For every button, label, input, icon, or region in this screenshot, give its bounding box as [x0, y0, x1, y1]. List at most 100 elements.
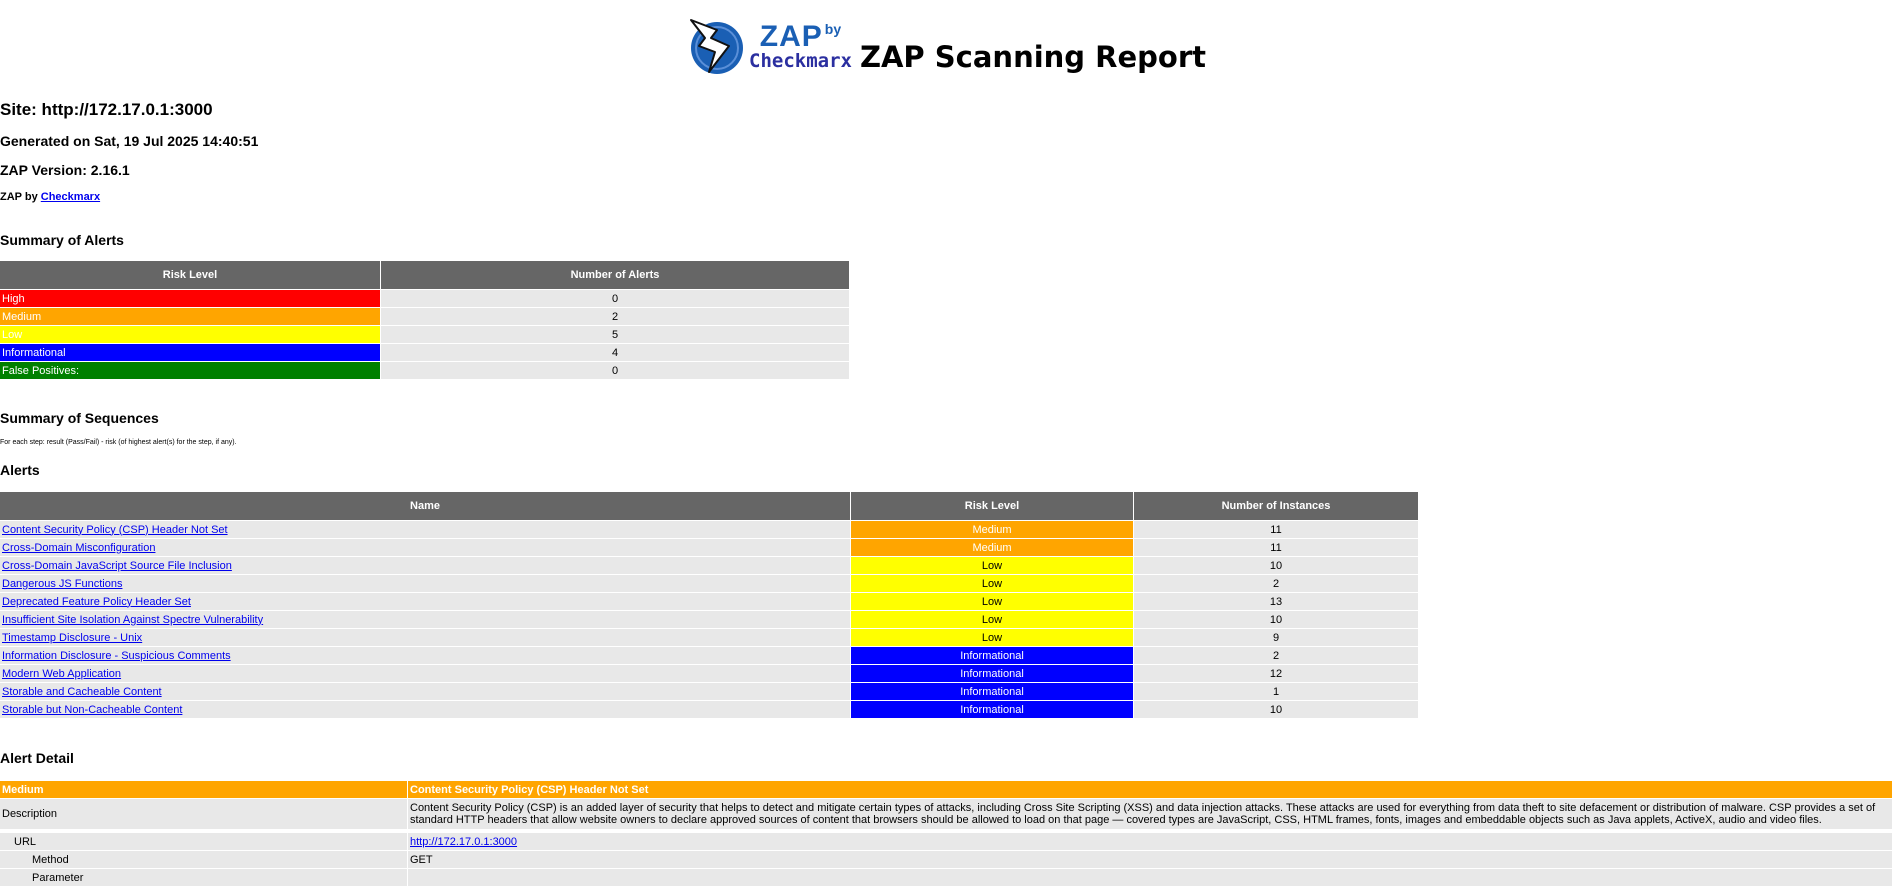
alert-detail-table: Medium Content Security Policy (CSP) Hea… — [0, 780, 1893, 886]
description-label: Description — [0, 798, 408, 829]
alert-risk-cell: Medium — [851, 520, 1134, 538]
alert-row: Modern Web Application Informational 12 — [0, 664, 1419, 682]
alert-row: Storable and Cacheable Content Informati… — [0, 682, 1419, 700]
alert-row: Storable but Non-Cacheable Content Infor… — [0, 700, 1419, 718]
logo-zap-text: ZAP — [760, 20, 823, 53]
page-title: ZAP Scanning Report — [860, 40, 1206, 74]
detail-header-row: Medium Content Security Policy (CSP) Hea… — [0, 780, 1893, 798]
alert-count-cell: 0 — [381, 289, 850, 307]
summary-row-false-positives: False Positives: 0 — [0, 361, 850, 379]
alert-risk-cell: Informational — [851, 646, 1134, 664]
description-text: Content Security Policy (CSP) is an adde… — [408, 798, 1893, 829]
zap-lightning-icon — [687, 16, 745, 76]
alert-link[interactable]: Storable but Non-Cacheable Content — [2, 704, 182, 716]
alerts-table: Name Risk Level Number of Instances Cont… — [0, 492, 1419, 718]
alert-count-cell: 4 — [381, 343, 850, 361]
alert-instances-cell: 11 — [1134, 520, 1419, 538]
alert-name-cell: Timestamp Disclosure - Unix — [0, 628, 851, 646]
alert-row: Insufficient Site Isolation Against Spec… — [0, 610, 1419, 628]
alert-name-cell: Content Security Policy (CSP) Header Not… — [0, 520, 851, 538]
alert-instances-cell: 2 — [1134, 646, 1419, 664]
alert-link[interactable]: Cross-Domain Misconfiguration — [2, 542, 155, 554]
alert-count-cell: 5 — [381, 325, 850, 343]
url-link[interactable]: http://172.17.0.1:3000 — [410, 836, 517, 848]
alert-name-cell: Insufficient Site Isolation Against Spec… — [0, 610, 851, 628]
risk-level-cell: Informational — [0, 343, 381, 361]
alert-name-cell: Cross-Domain Misconfiguration — [0, 538, 851, 556]
alert-row: Cross-Domain Misconfiguration Medium 11 — [0, 538, 1419, 556]
alerts-heading: Alerts — [0, 462, 40, 478]
alert-link[interactable]: Storable and Cacheable Content — [2, 686, 162, 698]
alert-link[interactable]: Content Security Policy (CSP) Header Not… — [2, 524, 228, 536]
alert-name-cell: Storable but Non-Cacheable Content — [0, 700, 851, 718]
zap-by-prefix: ZAP by — [0, 191, 41, 203]
alert-instances-cell: 11 — [1134, 538, 1419, 556]
risk-level-cell: Medium — [0, 307, 381, 325]
alert-instances-cell: 10 — [1134, 556, 1419, 574]
alert-name-cell: Storable and Cacheable Content — [0, 682, 851, 700]
col-risk-level: Risk Level — [851, 492, 1134, 520]
alert-instances-cell: 1 — [1134, 682, 1419, 700]
method-value: GET — [408, 850, 1893, 868]
alert-risk-cell: Low — [851, 556, 1134, 574]
alert-name-cell: Dangerous JS Functions — [0, 574, 851, 592]
alert-instances-cell: 2 — [1134, 574, 1419, 592]
zap-by-line: ZAP by Checkmarx — [0, 191, 100, 203]
summary-row-low: Low 5 — [0, 325, 850, 343]
parameter-value — [408, 868, 1893, 886]
alert-row: Information Disclosure - Suspicious Comm… — [0, 646, 1419, 664]
logo-by-text: by — [825, 21, 841, 37]
report-header: ZAP by Checkmarx ZAP Scanning Report — [0, 16, 1893, 81]
alert-count-cell: 0 — [381, 361, 850, 379]
risk-level-cell: Low — [0, 325, 381, 343]
alert-risk-cell: Low — [851, 592, 1134, 610]
detail-title: Content Security Policy (CSP) Header Not… — [408, 780, 1893, 798]
detail-method-row: Method GET — [0, 850, 1893, 868]
col-number-of-instances: Number of Instances — [1134, 492, 1419, 520]
alert-row: Deprecated Feature Policy Header Set Low… — [0, 592, 1419, 610]
alert-name-cell: Cross-Domain JavaScript Source File Incl… — [0, 556, 851, 574]
alert-risk-cell: Low — [851, 574, 1134, 592]
zap-version: ZAP Version: 2.16.1 — [0, 162, 130, 178]
alert-link[interactable]: Dangerous JS Functions — [2, 578, 122, 590]
risk-level-cell: High — [0, 289, 381, 307]
summary-row-medium: Medium 2 — [0, 307, 850, 325]
url-label: URL — [0, 832, 408, 850]
alert-link[interactable]: Insufficient Site Isolation Against Spec… — [2, 614, 263, 626]
col-number-of-alerts: Number of Alerts — [381, 261, 850, 289]
alert-row: Dangerous JS Functions Low 2 — [0, 574, 1419, 592]
alert-risk-cell: Informational — [851, 700, 1134, 718]
alert-detail-heading: Alert Detail — [0, 750, 74, 766]
generated-date: Generated on Sat, 19 Jul 2025 14:40:51 — [0, 133, 258, 149]
alert-row: Timestamp Disclosure - Unix Low 9 — [0, 628, 1419, 646]
alert-count-cell: 2 — [381, 307, 850, 325]
summary-row-informational: Informational 4 — [0, 343, 850, 361]
alert-risk-cell: Low — [851, 610, 1134, 628]
alert-name-cell: Information Disclosure - Suspicious Comm… — [0, 646, 851, 664]
alert-link[interactable]: Modern Web Application — [2, 668, 121, 680]
alert-instances-cell: 13 — [1134, 592, 1419, 610]
site-heading: Site: http://172.17.0.1:3000 — [0, 100, 213, 120]
alert-instances-cell: 12 — [1134, 664, 1419, 682]
method-label: Method — [0, 850, 408, 868]
parameter-label: Parameter — [0, 868, 408, 886]
alert-link[interactable]: Cross-Domain JavaScript Source File Incl… — [2, 560, 232, 572]
alert-row: Cross-Domain JavaScript Source File Incl… — [0, 556, 1419, 574]
alert-instances-cell: 10 — [1134, 700, 1419, 718]
summary-table: Risk Level Number of Alerts High 0 Mediu… — [0, 261, 850, 379]
logo-checkmarx-text: Checkmarx — [749, 52, 852, 71]
summary-row-high: High 0 — [0, 289, 850, 307]
alert-risk-cell: Informational — [851, 664, 1134, 682]
alert-risk-cell: Medium — [851, 538, 1134, 556]
risk-level-cell: False Positives: — [0, 361, 381, 379]
checkmarx-link[interactable]: Checkmarx — [41, 191, 100, 203]
alert-name-cell: Modern Web Application — [0, 664, 851, 682]
summary-heading: Summary of Alerts — [0, 232, 124, 248]
zap-logo: ZAP by Checkmarx — [687, 16, 852, 76]
alert-link[interactable]: Information Disclosure - Suspicious Comm… — [2, 650, 231, 662]
alert-link[interactable]: Timestamp Disclosure - Unix — [2, 632, 142, 644]
detail-url-row: URL http://172.17.0.1:3000 — [0, 832, 1893, 850]
sequences-heading: Summary of Sequences — [0, 410, 159, 426]
alert-link[interactable]: Deprecated Feature Policy Header Set — [2, 596, 191, 608]
alert-instances-cell: 10 — [1134, 610, 1419, 628]
